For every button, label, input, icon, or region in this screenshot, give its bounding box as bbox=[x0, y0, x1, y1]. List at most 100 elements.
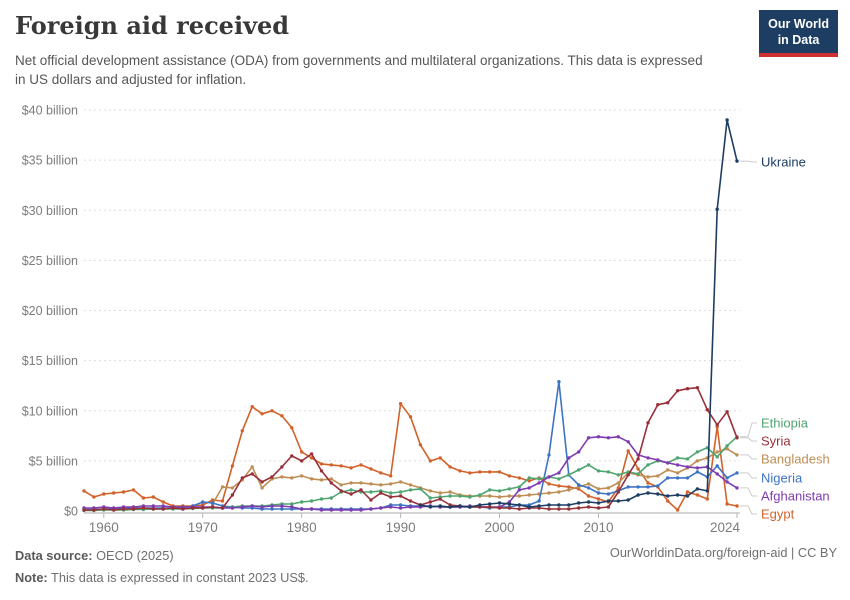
data-point-ethiopia[interactable] bbox=[715, 455, 719, 459]
data-point-egypt[interactable] bbox=[398, 402, 403, 406]
data-point-ukraine[interactable] bbox=[438, 504, 442, 508]
data-point-afghanistan[interactable] bbox=[675, 463, 680, 467]
data-point-syria[interactable] bbox=[349, 492, 353, 496]
owid-link[interactable]: OurWorldinData.org/foreign-aid | CC BY bbox=[609, 545, 837, 560]
data-point-ukraine[interactable] bbox=[596, 501, 601, 505]
data-point-nigeria[interactable] bbox=[725, 476, 729, 480]
data-point-bangladesh[interactable] bbox=[438, 491, 442, 495]
data-point-ethiopia[interactable] bbox=[517, 485, 521, 489]
data-point-bangladesh[interactable] bbox=[369, 482, 373, 486]
series-label-nigeria[interactable]: Nigeria bbox=[761, 471, 803, 486]
data-point-egypt[interactable] bbox=[685, 490, 690, 494]
data-point-syria[interactable] bbox=[210, 505, 215, 509]
data-point-bangladesh[interactable] bbox=[220, 485, 225, 489]
data-point-bangladesh[interactable] bbox=[606, 486, 611, 490]
data-point-afghanistan[interactable] bbox=[557, 471, 561, 475]
data-point-nigeria[interactable] bbox=[210, 501, 215, 505]
data-point-syria[interactable] bbox=[616, 490, 620, 494]
data-point-nigeria[interactable] bbox=[557, 380, 561, 384]
data-point-ethiopia[interactable] bbox=[290, 502, 294, 506]
data-point-afghanistan[interactable] bbox=[715, 472, 719, 476]
data-point-ethiopia[interactable] bbox=[586, 463, 591, 467]
data-point-egypt[interactable] bbox=[112, 491, 116, 495]
data-point-egypt[interactable] bbox=[121, 490, 126, 494]
data-point-afghanistan[interactable] bbox=[577, 450, 581, 454]
data-point-afghanistan[interactable] bbox=[349, 508, 353, 512]
data-point-nigeria[interactable] bbox=[201, 500, 205, 504]
data-point-ethiopia[interactable] bbox=[369, 490, 373, 494]
data-point-ukraine[interactable] bbox=[428, 505, 432, 509]
data-point-syria[interactable] bbox=[398, 494, 403, 498]
data-point-afghanistan[interactable] bbox=[547, 475, 551, 479]
data-point-ukraine[interactable] bbox=[537, 504, 541, 508]
data-point-bangladesh[interactable] bbox=[695, 459, 700, 463]
data-point-egypt[interactable] bbox=[270, 409, 274, 413]
data-point-bangladesh[interactable] bbox=[567, 488, 571, 492]
data-point-egypt[interactable] bbox=[280, 414, 284, 418]
data-point-bangladesh[interactable] bbox=[527, 493, 531, 497]
data-point-egypt[interactable] bbox=[478, 470, 482, 474]
data-point-ethiopia[interactable] bbox=[329, 496, 333, 500]
data-point-afghanistan[interactable] bbox=[389, 505, 393, 509]
data-point-syria[interactable] bbox=[557, 507, 561, 511]
data-point-bangladesh[interactable] bbox=[408, 483, 413, 487]
data-point-egypt[interactable] bbox=[141, 496, 146, 500]
data-point-ethiopia[interactable] bbox=[398, 490, 403, 494]
data-point-syria[interactable] bbox=[102, 507, 106, 511]
data-point-egypt[interactable] bbox=[92, 495, 96, 499]
data-point-ethiopia[interactable] bbox=[478, 493, 482, 497]
data-point-bangladesh[interactable] bbox=[230, 486, 235, 490]
data-point-egypt[interactable] bbox=[636, 467, 640, 471]
data-point-syria[interactable] bbox=[270, 475, 274, 479]
data-point-ethiopia[interactable] bbox=[567, 473, 571, 477]
data-point-ukraine[interactable] bbox=[735, 159, 739, 163]
data-point-ethiopia[interactable] bbox=[389, 491, 393, 495]
data-point-nigeria[interactable] bbox=[626, 485, 630, 489]
data-point-nigeria[interactable] bbox=[656, 484, 660, 488]
data-point-ukraine[interactable] bbox=[517, 503, 521, 507]
data-point-ethiopia[interactable] bbox=[646, 463, 650, 467]
data-point-bangladesh[interactable] bbox=[616, 481, 620, 485]
data-point-egypt[interactable] bbox=[339, 464, 343, 468]
data-point-ethiopia[interactable] bbox=[725, 444, 729, 448]
data-point-ethiopia[interactable] bbox=[497, 489, 502, 493]
data-point-egypt[interactable] bbox=[458, 469, 462, 473]
data-point-syria[interactable] bbox=[82, 508, 86, 512]
data-point-nigeria[interactable] bbox=[675, 476, 680, 480]
series-label-egypt[interactable]: Egypt bbox=[761, 507, 795, 522]
data-point-afghanistan[interactable] bbox=[616, 435, 620, 439]
data-point-egypt[interactable] bbox=[210, 498, 215, 502]
data-point-ukraine[interactable] bbox=[497, 501, 502, 505]
data-point-egypt[interactable] bbox=[596, 497, 601, 501]
data-point-egypt[interactable] bbox=[260, 412, 264, 416]
data-point-egypt[interactable] bbox=[220, 499, 225, 503]
data-point-syria[interactable] bbox=[359, 488, 363, 492]
data-point-afghanistan[interactable] bbox=[240, 505, 244, 509]
data-point-nigeria[interactable] bbox=[695, 470, 700, 474]
data-point-ukraine[interactable] bbox=[626, 498, 630, 502]
data-point-egypt[interactable] bbox=[309, 456, 314, 460]
data-point-ethiopia[interactable] bbox=[577, 468, 581, 472]
data-point-afghanistan[interactable] bbox=[260, 505, 264, 509]
data-point-syria[interactable] bbox=[428, 500, 432, 504]
data-point-syria[interactable] bbox=[151, 507, 155, 511]
data-point-egypt[interactable] bbox=[359, 463, 363, 467]
data-point-bangladesh[interactable] bbox=[359, 481, 363, 485]
data-point-bangladesh[interactable] bbox=[398, 480, 403, 484]
data-point-afghanistan[interactable] bbox=[695, 466, 700, 470]
data-point-afghanistan[interactable] bbox=[309, 507, 314, 511]
data-point-ukraine[interactable] bbox=[606, 499, 611, 503]
data-point-syria[interactable] bbox=[201, 506, 205, 510]
data-point-syria[interactable] bbox=[586, 505, 591, 509]
data-point-syria[interactable] bbox=[715, 423, 719, 427]
data-point-ethiopia[interactable] bbox=[488, 488, 492, 492]
data-point-ukraine[interactable] bbox=[695, 487, 700, 491]
data-point-egypt[interactable] bbox=[349, 466, 353, 470]
data-point-bangladesh[interactable] bbox=[309, 477, 314, 481]
data-point-syria[interactable] bbox=[240, 476, 244, 480]
data-point-afghanistan[interactable] bbox=[567, 456, 571, 460]
owid-logo[interactable]: Our World in Data bbox=[759, 10, 838, 58]
data-point-syria[interactable] bbox=[191, 506, 195, 510]
data-point-nigeria[interactable] bbox=[577, 483, 581, 487]
data-point-ukraine[interactable] bbox=[418, 503, 423, 507]
